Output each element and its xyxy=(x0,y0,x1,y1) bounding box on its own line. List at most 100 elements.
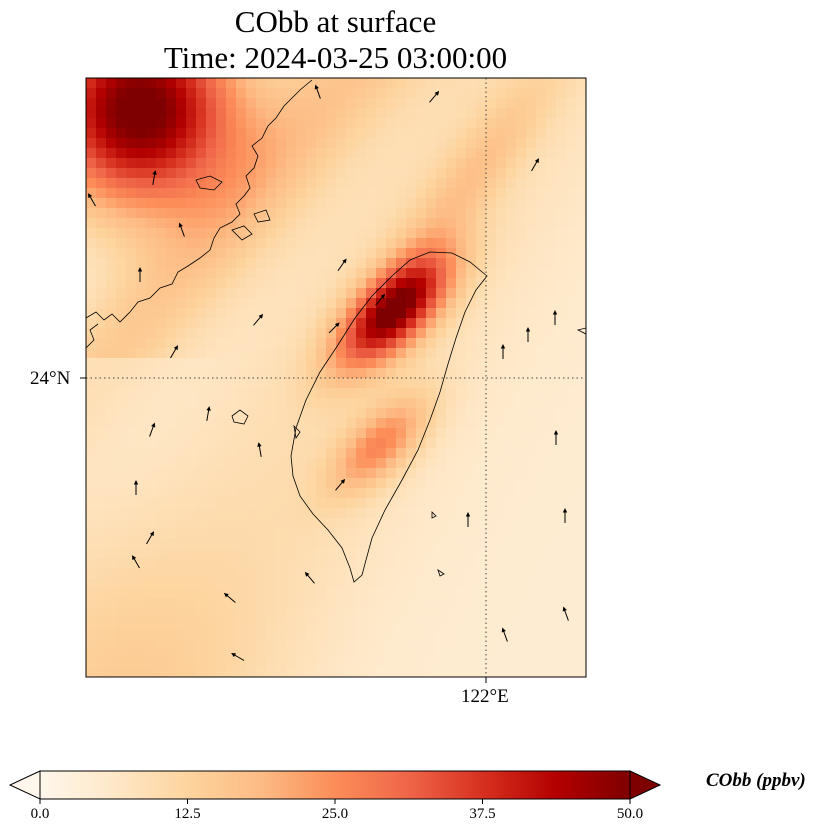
field-cell xyxy=(406,538,417,549)
field-cell xyxy=(556,318,567,329)
field-cell xyxy=(266,288,277,299)
field-cell xyxy=(576,208,586,219)
field-cell xyxy=(576,168,586,179)
field-cell xyxy=(176,568,187,579)
field-cell xyxy=(276,178,287,189)
field-cell xyxy=(166,298,177,309)
field-cell xyxy=(386,198,397,209)
field-cell xyxy=(386,458,397,469)
field-cell xyxy=(396,468,407,479)
field-cell xyxy=(406,308,417,319)
field-cell xyxy=(416,158,427,169)
field-cell xyxy=(266,168,277,179)
field-cell xyxy=(526,168,537,179)
field-cell xyxy=(406,178,417,189)
field-cell xyxy=(106,558,117,569)
field-cell xyxy=(366,318,377,329)
field-cell xyxy=(126,468,137,479)
field-cell xyxy=(176,478,187,489)
field-cell xyxy=(426,268,437,279)
field-cell xyxy=(426,228,437,239)
field-cell xyxy=(126,128,137,139)
field-cell xyxy=(576,648,586,659)
field-cell xyxy=(356,468,367,479)
field-cell xyxy=(496,328,507,339)
field-cell xyxy=(286,228,297,239)
field-cell xyxy=(486,658,497,669)
field-cell xyxy=(396,328,407,339)
field-cell xyxy=(446,198,457,209)
field-cell xyxy=(486,108,497,119)
field-cell xyxy=(86,648,97,659)
field-cell xyxy=(326,318,337,329)
field-cell xyxy=(296,278,307,289)
field-cell xyxy=(286,178,297,189)
field-cell xyxy=(486,578,497,589)
field-cell xyxy=(496,278,507,289)
field-cell xyxy=(556,578,567,589)
field-cell xyxy=(286,578,297,589)
field-cell xyxy=(436,138,447,149)
field-cell xyxy=(146,448,157,459)
field-cell xyxy=(346,438,357,449)
field-cell xyxy=(226,248,237,259)
field-cell xyxy=(316,448,327,459)
field-cell xyxy=(366,308,377,319)
field-cell xyxy=(266,658,277,669)
wind-arrow xyxy=(146,531,154,545)
field-cell xyxy=(136,128,147,139)
field-cell xyxy=(456,288,467,299)
field-cell xyxy=(266,458,277,469)
field-cell xyxy=(326,528,337,539)
field-cell xyxy=(196,398,207,409)
field-cell xyxy=(456,218,467,229)
field-cell xyxy=(346,648,357,659)
field-cell xyxy=(406,638,417,649)
field-cell xyxy=(496,458,507,469)
field-cell xyxy=(306,558,317,569)
field-cell xyxy=(326,488,337,499)
field-cell xyxy=(166,138,177,149)
field-cell xyxy=(286,628,297,639)
field-cell xyxy=(96,128,107,139)
field-cell xyxy=(526,78,537,89)
field-cell xyxy=(206,178,217,189)
field-cell xyxy=(236,398,247,409)
wind-arrow xyxy=(132,555,140,569)
field-cell xyxy=(186,548,197,559)
field-cell xyxy=(156,238,167,249)
field-cell xyxy=(576,658,586,669)
field-cell xyxy=(116,608,127,619)
field-cell xyxy=(296,398,307,409)
field-cell xyxy=(216,168,227,179)
field-cell xyxy=(96,258,107,269)
field-cell xyxy=(126,648,137,659)
field-cell xyxy=(156,428,167,439)
field-cell xyxy=(376,148,387,159)
field-cell xyxy=(396,138,407,149)
field-cell xyxy=(86,238,97,249)
taiwan-coastline xyxy=(290,251,488,583)
field-cell xyxy=(436,128,447,139)
field-cell xyxy=(286,268,297,279)
field-cell xyxy=(296,658,307,669)
field-cell xyxy=(356,88,367,99)
field-cell xyxy=(566,408,577,419)
field-cell xyxy=(416,508,427,519)
field-cell xyxy=(136,168,147,179)
field-cell xyxy=(236,348,247,359)
field-cell xyxy=(226,388,237,399)
field-cell xyxy=(286,538,297,549)
field-cell xyxy=(226,188,237,199)
field-cell xyxy=(346,448,357,459)
field-cell xyxy=(386,528,397,539)
field-cell xyxy=(376,478,387,489)
field-cell xyxy=(296,438,307,449)
field-cell xyxy=(506,228,517,239)
field-cell xyxy=(186,178,197,189)
field-cell xyxy=(416,198,427,209)
field-cell xyxy=(516,588,527,599)
field-cell xyxy=(206,628,217,639)
field-cell xyxy=(256,228,267,239)
field-cell xyxy=(266,398,277,409)
